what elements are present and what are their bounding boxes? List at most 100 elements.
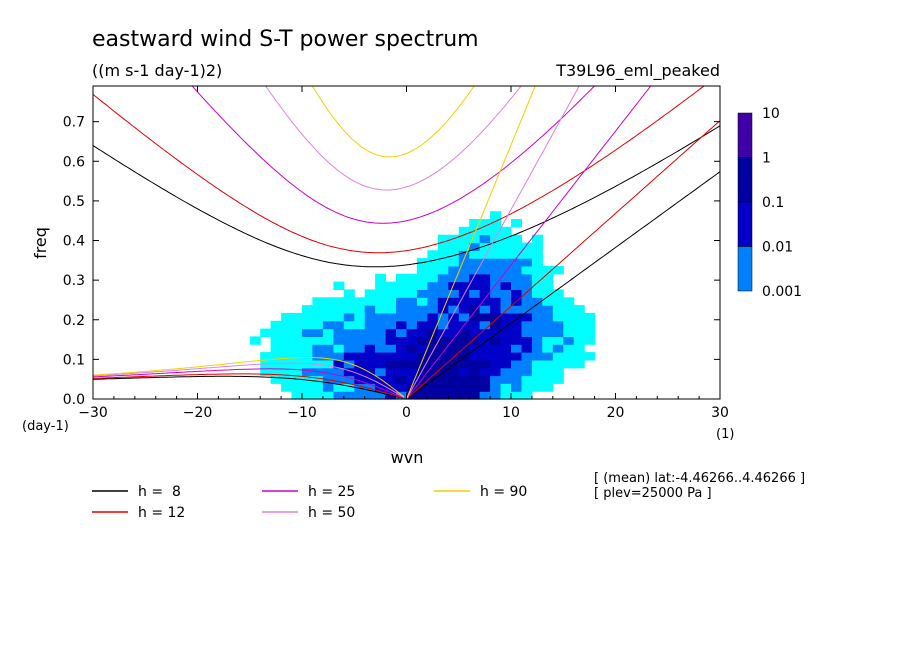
spectral-cell <box>479 242 491 251</box>
spectral-cell <box>364 328 376 337</box>
spectral-cell <box>354 344 366 353</box>
spectral-cell <box>500 289 512 298</box>
spectral-cell <box>437 234 449 244</box>
spectral-cell <box>302 336 313 345</box>
spectral-cell <box>448 305 460 314</box>
spectral-cell <box>469 266 481 275</box>
spectral-cell <box>573 359 585 369</box>
spectral-cell <box>302 344 313 353</box>
spectral-cell <box>563 336 575 345</box>
spectral-cell <box>479 367 491 377</box>
spectral-cell <box>343 336 355 345</box>
spectral-cell <box>563 312 575 322</box>
spectral-cell <box>552 352 564 361</box>
spectral-cell <box>333 312 345 322</box>
y-axis-ticks: 0.0 0.1 0.2 0.3 0.4 0.5 0.6 0.7 <box>63 115 720 408</box>
spectral-cell <box>531 328 543 337</box>
spectral-cell <box>542 328 554 337</box>
x-tick-label: −10 <box>287 405 317 421</box>
chart-subtitle: ((m s-1 day-1)2) <box>92 61 222 80</box>
spectral-cell <box>427 344 439 353</box>
spectral-cell <box>552 367 564 377</box>
spectral-cell <box>437 312 449 322</box>
spectral-cell <box>416 312 428 322</box>
spectral-cell <box>479 234 491 244</box>
spectral-cell <box>479 383 491 392</box>
y-tick-label: 0.0 <box>63 392 85 408</box>
spectral-cell <box>448 258 460 267</box>
spectral-cell <box>458 266 470 275</box>
spectral-cell <box>343 289 355 298</box>
spectral-cell <box>416 367 428 377</box>
spectral-cell <box>500 375 512 384</box>
spectral-cell <box>375 289 387 298</box>
spectral-cell <box>375 281 387 290</box>
spectral-cell <box>573 328 585 337</box>
spectral-cell <box>552 289 564 298</box>
spectral-cell <box>427 289 439 298</box>
spectral-cell <box>385 328 397 337</box>
spectral-cell <box>427 281 439 290</box>
spectral-cell <box>260 367 272 377</box>
spectral-cell <box>469 281 481 290</box>
chart-title: eastward wind S-T power spectrum <box>92 27 479 52</box>
spectral-cell <box>490 344 502 353</box>
spectral-cell <box>427 273 439 283</box>
spectral-cell <box>448 383 460 392</box>
spectral-cell <box>500 352 512 361</box>
spectral-cell <box>479 344 491 353</box>
spectral-cell <box>542 297 554 306</box>
spectral-cell <box>521 359 533 369</box>
spectral-cell <box>531 359 543 369</box>
spectral-cell <box>511 305 522 314</box>
spectral-cell <box>552 312 564 322</box>
spectral-cell <box>490 312 502 322</box>
spectral-cell <box>364 375 376 384</box>
spectral-cell <box>343 367 355 377</box>
spectral-cell <box>312 336 324 345</box>
spectral-cell <box>542 289 554 298</box>
spectral-cell <box>291 359 303 369</box>
spectral-cell <box>448 297 460 306</box>
spectral-cell <box>552 320 564 330</box>
spectral-cell <box>354 297 366 306</box>
spectral-cell <box>322 297 334 306</box>
spectral-cell <box>490 266 502 275</box>
spectral-cell <box>291 320 303 330</box>
spectral-cell <box>584 352 596 361</box>
spectral-cell <box>270 367 282 377</box>
spectral-cell <box>511 359 522 369</box>
spectral-cell <box>427 250 439 259</box>
spectral-cell <box>406 367 418 377</box>
spectral-cell <box>542 305 554 314</box>
spectral-cell <box>406 344 418 353</box>
y-tick-label: 0.6 <box>63 154 85 170</box>
spectral-cell <box>354 352 366 361</box>
spectral-cell <box>511 289 522 298</box>
spectral-cell <box>385 375 397 384</box>
legend-label: h = 8 <box>138 484 181 500</box>
spectral-cell <box>469 312 481 322</box>
spectral-cell <box>552 344 564 353</box>
spectral-cell <box>479 266 491 275</box>
spectral-cell <box>322 305 334 314</box>
spectral-cell <box>270 344 282 353</box>
spectral-cell <box>448 281 460 290</box>
spectral-cell <box>364 305 376 314</box>
spectral-cell <box>322 312 334 322</box>
spectral-cell <box>448 336 460 345</box>
spectral-cell <box>333 359 345 369</box>
spectral-cell <box>511 258 522 267</box>
dispersion-curves <box>93 86 720 399</box>
spectral-cell <box>406 320 418 330</box>
spectral-cell <box>364 344 376 353</box>
dispersion-curve-igw1-h8 <box>93 125 720 268</box>
spectral-cell <box>490 375 502 384</box>
spectral-cell <box>448 273 460 283</box>
spectral-cell <box>437 266 449 275</box>
spectral-cell <box>291 352 303 361</box>
colorbar-box <box>737 157 753 203</box>
spectral-cell <box>302 320 313 330</box>
spectral-cell <box>437 273 449 283</box>
spectral-cell <box>490 297 502 306</box>
